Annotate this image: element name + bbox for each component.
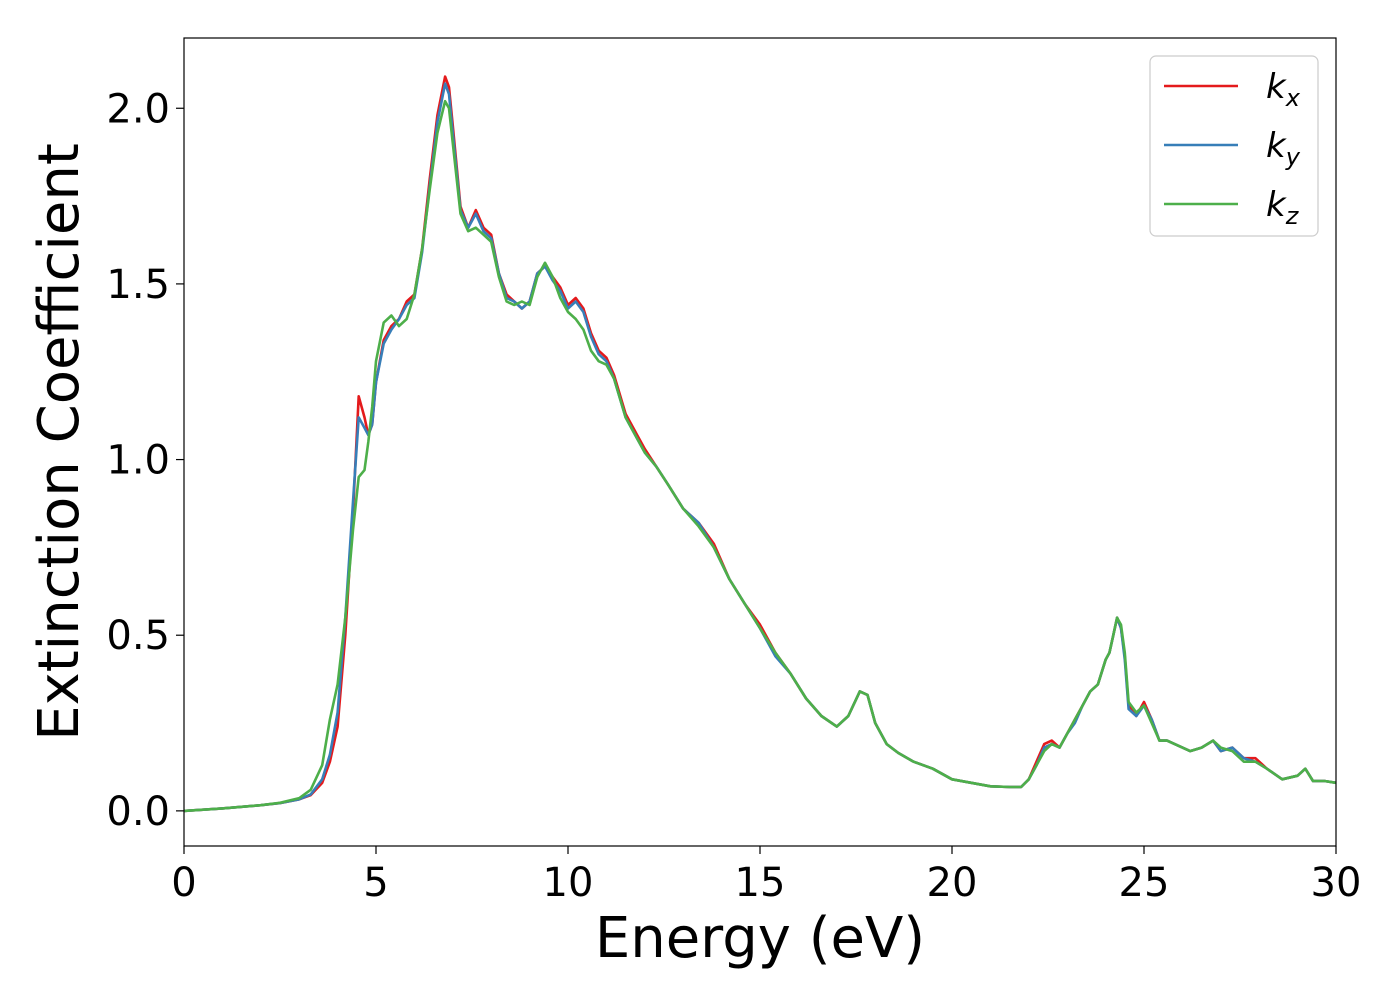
x-tick-label: 5 bbox=[363, 860, 388, 906]
y-axis: 0.0 0.5 1.0 1.5 2.0 bbox=[106, 86, 184, 835]
x-axis: 0 5 10 15 20 25 30 bbox=[171, 846, 1361, 906]
x-axis-label: Energy (eV) bbox=[595, 906, 925, 971]
y-tick-label: 1.0 bbox=[106, 438, 170, 484]
x-tick-label: 0 bbox=[171, 860, 196, 906]
x-tick-label: 20 bbox=[927, 860, 978, 906]
series-layer bbox=[183, 75, 1337, 813]
y-tick-label: 2.0 bbox=[106, 86, 170, 132]
x-tick-label: 25 bbox=[1119, 860, 1170, 906]
series-line-kz bbox=[183, 99, 1337, 813]
y-tick-label: 0.0 bbox=[106, 789, 170, 835]
y-axis-label: Extinction Coefficient bbox=[27, 143, 92, 741]
legend-label-ky: ky bbox=[1266, 126, 1301, 171]
y-tick-label: 0.5 bbox=[106, 613, 170, 659]
legend-label-kx: kx bbox=[1266, 67, 1301, 112]
x-tick-label: 10 bbox=[543, 860, 594, 906]
x-tick-label: 30 bbox=[1311, 860, 1362, 906]
y-tick-label: 1.5 bbox=[106, 262, 170, 308]
x-tick-label: 15 bbox=[735, 860, 786, 906]
